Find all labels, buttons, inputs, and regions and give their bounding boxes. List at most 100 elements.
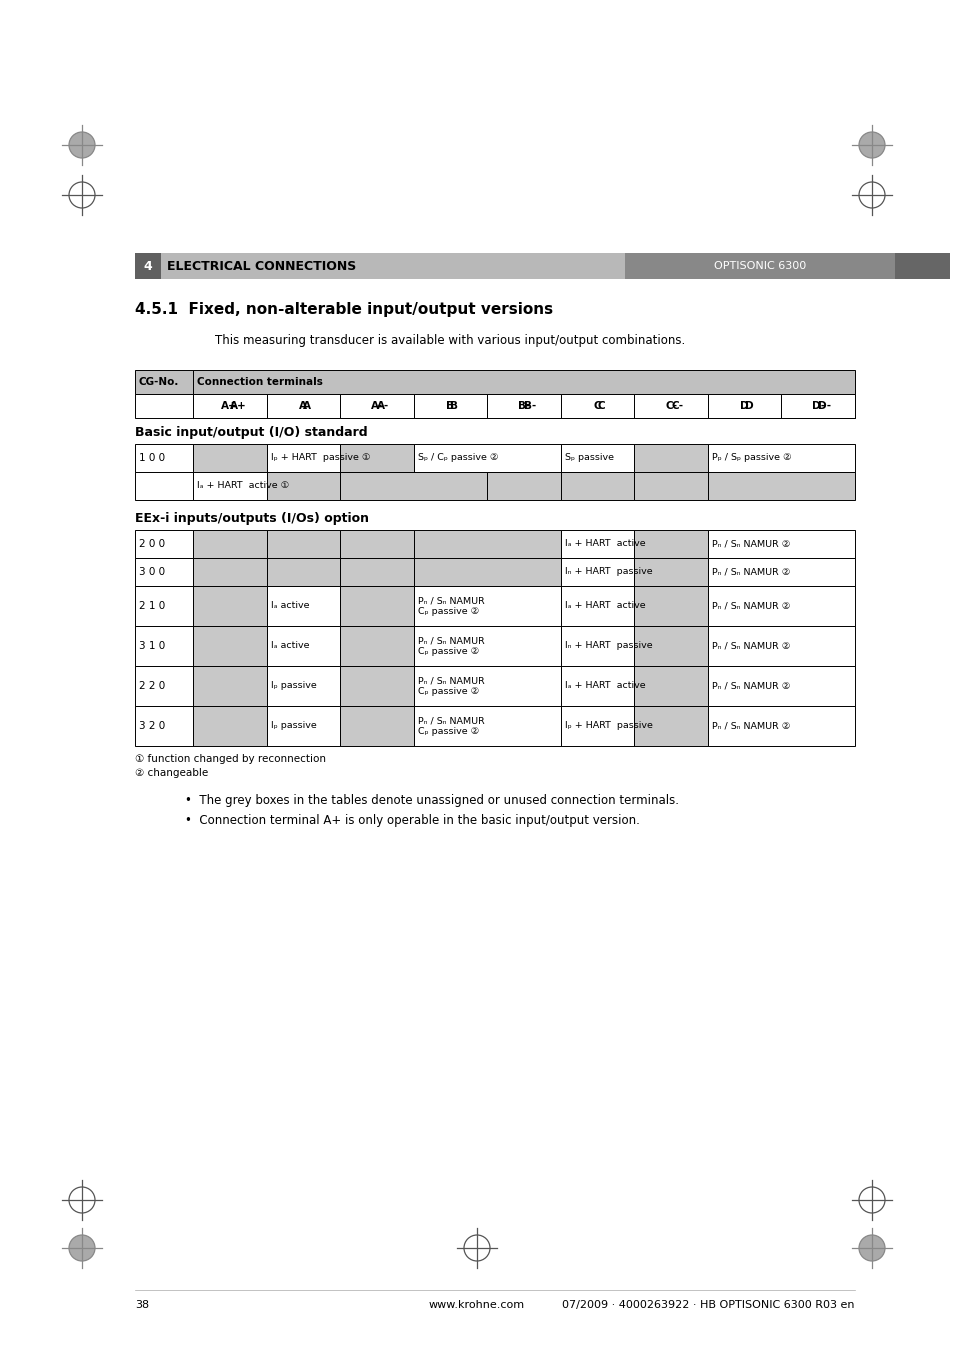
Text: A-: A- — [376, 401, 389, 410]
Bar — [135, 586, 193, 626]
Bar — [266, 394, 340, 418]
Circle shape — [69, 1235, 95, 1261]
Bar — [707, 444, 854, 472]
Bar — [340, 666, 414, 706]
Text: Pₙ / Sₙ NAMUR ②: Pₙ / Sₙ NAMUR ② — [711, 567, 789, 576]
Bar — [781, 394, 854, 418]
Bar — [707, 531, 854, 558]
Bar — [707, 706, 854, 747]
Bar — [487, 394, 560, 418]
Text: A: A — [299, 401, 307, 410]
Bar — [560, 586, 634, 626]
Bar — [193, 394, 266, 418]
Bar — [193, 370, 854, 394]
Text: A-: A- — [371, 401, 382, 410]
Bar — [560, 472, 634, 499]
Text: This measuring transducer is available with various input/output combinations.: This measuring transducer is available w… — [214, 333, 684, 347]
Bar — [560, 444, 634, 472]
Text: ELECTRICAL CONNECTIONS: ELECTRICAL CONNECTIONS — [167, 259, 355, 273]
Text: Pₙ / Sₙ NAMUR
Cₚ passive ②: Pₙ / Sₙ NAMUR Cₚ passive ② — [417, 597, 484, 616]
Bar — [340, 394, 414, 418]
Bar — [707, 394, 781, 418]
Bar — [414, 531, 560, 558]
Bar — [624, 252, 894, 279]
Bar — [634, 626, 707, 666]
Text: B-: B- — [517, 401, 530, 410]
Bar — [707, 586, 854, 626]
Bar — [193, 558, 266, 586]
Text: A+: A+ — [230, 401, 246, 410]
Text: Iₐ active: Iₐ active — [271, 602, 309, 610]
Bar — [414, 666, 560, 706]
Text: 2 0 0: 2 0 0 — [139, 539, 165, 549]
Text: 4: 4 — [144, 259, 152, 273]
Bar — [894, 252, 949, 279]
Bar — [560, 531, 634, 558]
Text: 3 2 0: 3 2 0 — [139, 721, 165, 730]
Bar — [340, 531, 414, 558]
Bar — [193, 706, 266, 747]
Text: Pₙ / Sₙ NAMUR ②: Pₙ / Sₙ NAMUR ② — [711, 682, 789, 690]
Text: Iₐ + HART  active: Iₐ + HART active — [564, 602, 645, 610]
Bar — [634, 531, 707, 558]
Bar — [266, 472, 340, 499]
Bar — [340, 706, 414, 747]
Bar — [135, 558, 193, 586]
Text: Iₚ passive: Iₚ passive — [271, 721, 316, 730]
Bar — [135, 252, 161, 279]
Bar — [707, 394, 781, 418]
Text: Basic input/output (I/O) standard: Basic input/output (I/O) standard — [135, 427, 367, 439]
Bar — [414, 558, 560, 586]
Bar — [634, 706, 707, 747]
Bar — [707, 666, 854, 706]
Text: OPTISONIC 6300: OPTISONIC 6300 — [713, 261, 805, 271]
Text: A: A — [303, 401, 311, 410]
Bar — [414, 706, 560, 747]
Text: C-: C- — [664, 401, 677, 410]
Bar — [560, 558, 634, 586]
Bar — [193, 531, 266, 558]
Bar — [707, 472, 854, 499]
Text: C: C — [593, 401, 600, 410]
Text: Pₙ / Sₙ NAMUR ②: Pₙ / Sₙ NAMUR ② — [711, 721, 789, 730]
Text: 38: 38 — [135, 1300, 149, 1310]
Bar — [414, 586, 560, 626]
Bar — [135, 394, 193, 418]
Bar — [560, 706, 634, 747]
Bar — [266, 666, 340, 706]
Bar — [487, 472, 560, 499]
Text: Pₚ / Sₚ passive ②: Pₚ / Sₚ passive ② — [711, 454, 791, 463]
Text: Connection terminals: Connection terminals — [196, 377, 322, 387]
Text: ② changeable: ② changeable — [135, 768, 208, 778]
Text: 07/2009 · 4000263922 · HB OPTISONIC 6300 R03 en: 07/2009 · 4000263922 · HB OPTISONIC 6300… — [562, 1300, 854, 1310]
Bar — [634, 444, 707, 472]
Circle shape — [858, 1235, 884, 1261]
Bar — [193, 666, 266, 706]
Bar — [414, 444, 560, 472]
Bar — [634, 666, 707, 706]
Text: Pₙ / Sₙ NAMUR ②: Pₙ / Sₙ NAMUR ② — [711, 602, 789, 610]
Text: C-: C- — [670, 401, 682, 410]
Bar — [135, 706, 193, 747]
Text: Sₚ / Cₚ passive ②: Sₚ / Cₚ passive ② — [417, 454, 497, 463]
Bar — [340, 626, 414, 666]
Bar — [634, 586, 707, 626]
Bar — [560, 666, 634, 706]
Text: Iₚ passive: Iₚ passive — [271, 682, 316, 690]
Text: Iₐ + HART  active ①: Iₐ + HART active ① — [196, 482, 289, 490]
Bar — [193, 394, 266, 418]
Text: D: D — [740, 401, 748, 410]
Bar — [266, 444, 340, 472]
Bar — [707, 558, 854, 586]
Text: C: C — [597, 401, 604, 410]
Text: B-: B- — [523, 401, 536, 410]
Text: Iₐ + HART  active: Iₐ + HART active — [564, 540, 645, 548]
Text: www.krohne.com: www.krohne.com — [429, 1300, 524, 1310]
Bar — [634, 472, 707, 499]
Bar — [266, 394, 340, 418]
Bar — [266, 706, 340, 747]
Text: Pₙ / Sₙ NAMUR ②: Pₙ / Sₙ NAMUR ② — [711, 540, 789, 548]
Bar — [414, 394, 487, 418]
Bar — [266, 558, 340, 586]
Text: 3 0 0: 3 0 0 — [139, 567, 165, 576]
